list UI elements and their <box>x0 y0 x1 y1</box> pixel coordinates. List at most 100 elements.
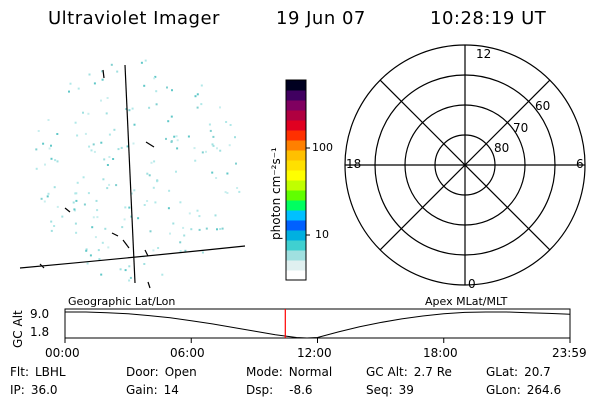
uv-dot <box>53 225 56 227</box>
colorbar-segment <box>286 150 306 161</box>
uv-dot <box>37 130 40 132</box>
uv-dot <box>76 134 79 137</box>
polar-diagonal-2 <box>379 79 551 251</box>
orbit-xtick-2: 12:00 <box>297 346 332 360</box>
uv-dot <box>123 218 126 221</box>
uv-dot <box>42 142 45 145</box>
colorbar-segment <box>286 220 306 231</box>
uv-dot <box>44 163 46 166</box>
uv-dot <box>47 119 50 121</box>
uv-dot <box>176 147 179 150</box>
uv-dot <box>117 148 120 151</box>
mlt-label-12: 12 <box>476 47 492 61</box>
info-gain: Gain: 14 <box>126 383 179 397</box>
geographic-grid-lines <box>19 64 246 289</box>
uv-dot <box>182 226 185 229</box>
uv-dot <box>74 121 77 124</box>
uv-dot <box>124 206 127 209</box>
uv-dot <box>165 137 167 140</box>
uv-dot <box>155 103 158 106</box>
uv-dot <box>83 203 86 206</box>
uv-dot <box>75 231 78 234</box>
uv-dot <box>128 279 131 282</box>
uv-dot <box>201 151 204 154</box>
uv-dot <box>179 250 182 253</box>
uv-dot <box>209 129 212 132</box>
uv-dot <box>168 189 171 192</box>
uv-dot <box>212 144 215 147</box>
uv-dot <box>108 156 111 158</box>
uv-dot <box>154 75 157 78</box>
uv-dot <box>226 192 229 194</box>
uv-dot <box>146 200 149 202</box>
uv-dot <box>172 222 175 225</box>
uv-dot <box>187 135 190 138</box>
uv-dot <box>171 89 173 92</box>
uv-dot <box>110 63 113 66</box>
uv-dot <box>140 61 143 64</box>
uv-dot <box>194 95 197 98</box>
uv-dot <box>75 192 78 195</box>
uv-dot <box>133 123 136 126</box>
uv-dot <box>90 149 93 152</box>
lat-label-60: 60 <box>535 99 551 113</box>
uv-dot <box>183 234 186 237</box>
uv-dot <box>73 208 76 211</box>
uv-dot <box>143 204 146 206</box>
uv-dot <box>74 209 76 212</box>
uv-dot <box>201 251 204 254</box>
uv-dot <box>167 120 170 123</box>
uv-dot <box>56 133 59 135</box>
uv-dot <box>196 106 199 109</box>
uv-dot <box>132 142 135 145</box>
uv-dot <box>92 143 95 146</box>
uv-dot <box>196 209 199 212</box>
uv-dot <box>112 158 115 160</box>
uv-dot <box>198 215 201 218</box>
uv-dot <box>166 86 168 89</box>
uv-emission-dots <box>35 59 241 282</box>
uv-dot <box>149 230 152 233</box>
orbit-frame <box>64 308 571 339</box>
uv-dot <box>153 77 156 80</box>
uv-dot <box>234 136 236 139</box>
uv-dot <box>100 99 102 102</box>
colorbar-segment <box>286 80 306 91</box>
uv-dot <box>152 249 155 252</box>
uv-dot <box>152 186 155 189</box>
uv-dot <box>101 70 103 73</box>
colorbar-segment <box>286 160 306 171</box>
geo-parallel-line <box>19 245 246 269</box>
uv-dot <box>216 228 218 231</box>
uv-dot <box>94 236 97 239</box>
uv-dot <box>228 144 231 147</box>
uv-dot <box>48 147 51 150</box>
uv-dot <box>100 141 103 144</box>
uv-dot <box>219 106 221 109</box>
orbit-xtick-4: 23:59 <box>552 346 587 360</box>
uv-dot <box>56 160 59 163</box>
uv-dot <box>137 217 140 220</box>
uv-dot <box>167 207 170 210</box>
uv-dot <box>56 205 59 208</box>
colorbar-segment <box>286 270 306 281</box>
uv-dot <box>221 227 224 230</box>
uv-dot <box>216 147 218 150</box>
uv-dot <box>194 159 197 162</box>
uv-dot <box>211 143 214 146</box>
uv-dot <box>124 269 127 272</box>
uv-dot <box>133 189 136 192</box>
uv-dot <box>40 197 43 200</box>
uv-dot <box>77 87 80 90</box>
colorbar-segment <box>286 140 306 151</box>
colorbar-tick-10: 10 <box>315 228 329 241</box>
uv-dot <box>200 103 203 106</box>
uv-dot <box>126 145 129 148</box>
uv-dot <box>61 215 64 218</box>
uv-dot <box>82 111 84 114</box>
uv-dot <box>100 273 103 276</box>
uv-dot <box>161 273 164 276</box>
uv-dot <box>115 184 118 187</box>
uv-dot <box>125 108 128 110</box>
